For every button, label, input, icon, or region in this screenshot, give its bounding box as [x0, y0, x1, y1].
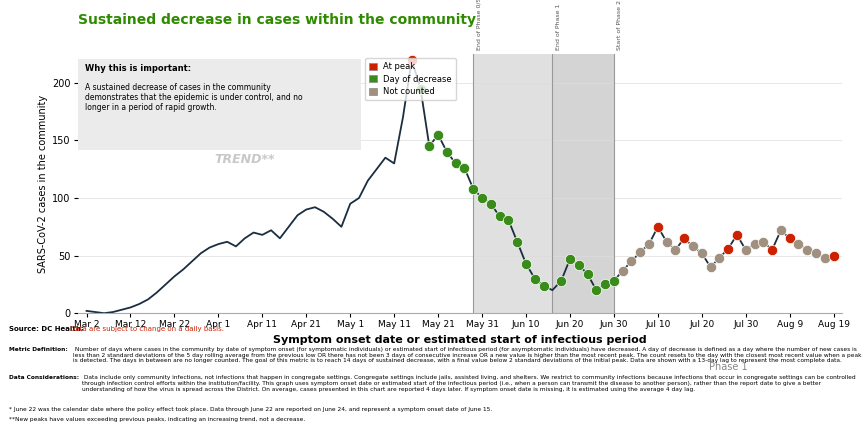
Point: [607, 277, 621, 284]
Bar: [473, 54, 614, 313]
Point: [422, 143, 436, 149]
Point: [563, 256, 577, 263]
Point: [440, 149, 454, 156]
Point: [528, 275, 542, 282]
Point: [642, 241, 656, 248]
Legend: At peak, Day of decrease, Not counted: At peak, Day of decrease, Not counted: [365, 58, 456, 100]
Point: [572, 261, 586, 268]
Point: [686, 243, 700, 250]
Text: Metric Definition:: Metric Definition:: [9, 347, 67, 352]
Point: [774, 227, 788, 234]
Point: [677, 235, 691, 242]
Text: INCREASING
TREND**: INCREASING TREND**: [201, 138, 288, 166]
Point: [756, 238, 770, 245]
FancyBboxPatch shape: [78, 59, 360, 150]
Point: [589, 287, 603, 294]
Point: [791, 241, 805, 248]
Point: [554, 277, 568, 284]
Text: Phase 1: Phase 1: [708, 362, 747, 372]
Text: * June 22 was the calendar date where the policy effect took place. Data through: * June 22 was the calendar date where th…: [9, 407, 492, 413]
Point: [739, 246, 753, 253]
Text: Data Considerations:: Data Considerations:: [9, 375, 79, 380]
Point: [713, 254, 727, 261]
Point: [448, 160, 462, 167]
Y-axis label: SARS-CoV-2 cases in the community: SARS-CoV-2 cases in the community: [38, 95, 48, 273]
Point: [660, 238, 674, 245]
Point: [511, 238, 524, 245]
Point: [827, 252, 841, 259]
Point: [721, 245, 735, 252]
Point: [766, 246, 779, 253]
X-axis label: Symptom onset date or estimated start of infectious period: Symptom onset date or estimated start of…: [273, 335, 647, 345]
Bar: [552, 54, 614, 313]
Point: [703, 264, 717, 270]
Point: [598, 281, 612, 288]
Point: [475, 194, 489, 201]
Text: Data are subject to change on a daily basis.: Data are subject to change on a daily ba…: [67, 326, 224, 332]
Text: Start of Phase 2 (June 22)*: Start of Phase 2 (June 22)*: [618, 0, 622, 50]
Point: [809, 250, 823, 257]
Text: Data include only community infections, not infections that happen in congregate: Data include only community infections, …: [82, 375, 855, 391]
Point: [747, 241, 761, 248]
Point: [581, 270, 594, 277]
Text: Sustained decrease in cases within the community: Sustained decrease in cases within the c…: [78, 13, 476, 27]
Point: [431, 131, 445, 138]
Point: [616, 267, 630, 274]
Point: [695, 250, 708, 257]
Point: [519, 260, 533, 267]
Point: [800, 246, 814, 253]
Text: Why this is important:: Why this is important:: [86, 64, 192, 73]
Point: [651, 223, 664, 230]
Point: [633, 249, 647, 256]
Text: End of Phase 1: End of Phase 1: [556, 3, 561, 50]
Point: [625, 258, 638, 265]
Point: [537, 282, 550, 289]
Point: [669, 246, 683, 253]
Point: [414, 85, 428, 92]
Point: [492, 213, 506, 220]
Text: Source: DC Health;: Source: DC Health;: [9, 326, 83, 332]
Point: [730, 232, 744, 238]
Point: [405, 56, 419, 63]
Text: **New peaks have values exceeding previous peaks, indicating an increasing trend: **New peaks have values exceeding previo…: [9, 417, 305, 422]
Point: [783, 235, 797, 242]
Point: [818, 254, 832, 261]
Point: [467, 185, 480, 192]
Point: [458, 165, 472, 172]
Text: A sustained decrease of cases in the community
demonstrates that the epidemic is: A sustained decrease of cases in the com…: [86, 83, 303, 112]
Point: [501, 216, 515, 223]
Point: [484, 200, 498, 207]
Text: End of Phase 0/Start of Phase 1 (May 29)*: End of Phase 0/Start of Phase 1 (May 29)…: [477, 0, 482, 50]
Text: Number of days where cases in the community by date of symptom onset (for sympto: Number of days where cases in the commun…: [73, 347, 862, 363]
